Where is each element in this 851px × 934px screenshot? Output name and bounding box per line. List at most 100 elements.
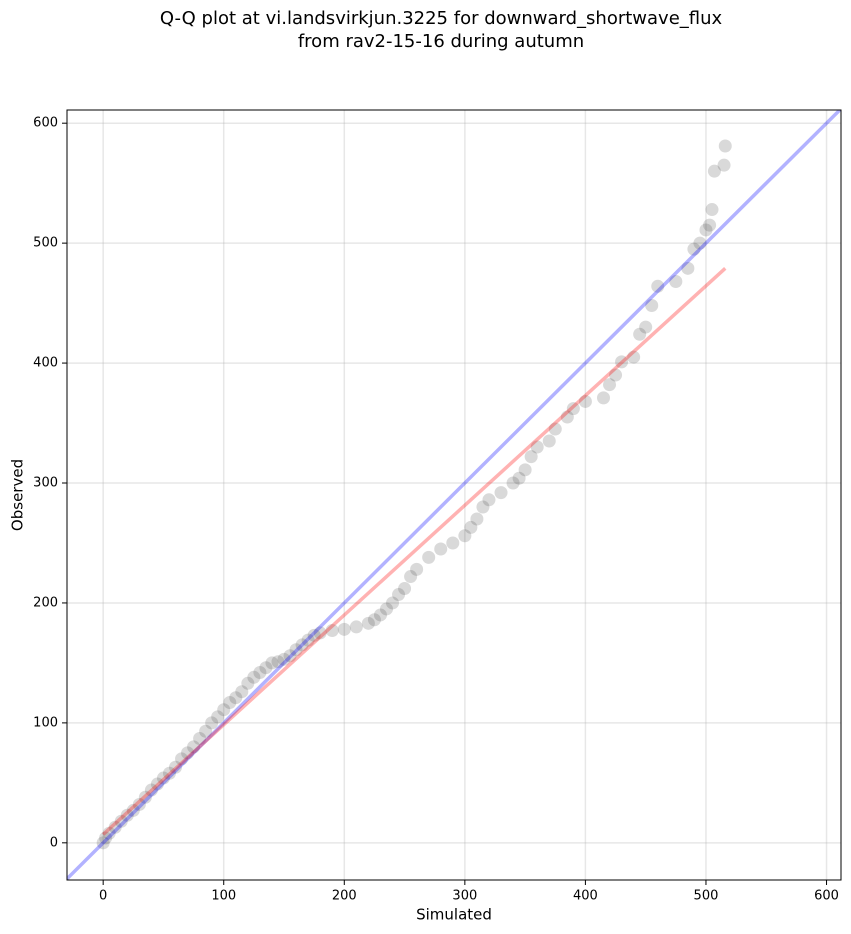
point <box>458 529 472 543</box>
point <box>434 542 448 556</box>
point <box>295 638 309 652</box>
point <box>615 355 629 369</box>
point <box>506 476 520 490</box>
y-tick-label: 400 <box>33 356 58 371</box>
point <box>253 666 267 680</box>
point <box>717 158 731 172</box>
fit-line <box>67 110 841 880</box>
y-tick-label: 500 <box>33 236 58 251</box>
y-tick-label: 100 <box>33 715 58 730</box>
point <box>603 378 617 392</box>
point <box>633 327 647 341</box>
point <box>639 320 653 334</box>
point <box>102 826 116 840</box>
point <box>307 628 321 642</box>
point <box>392 588 406 602</box>
point <box>645 298 659 312</box>
point <box>325 624 339 638</box>
point <box>259 661 273 675</box>
point <box>446 536 460 550</box>
chart-title: Q-Q plot at vi.landsvirkjun.3225 for dow… <box>160 8 723 29</box>
point <box>578 394 592 408</box>
x-tick-label: 200 <box>332 889 357 904</box>
point <box>464 520 478 534</box>
point <box>132 797 146 811</box>
y-tick-label: 300 <box>33 476 58 491</box>
point <box>337 622 351 636</box>
point <box>313 626 327 640</box>
point <box>138 790 152 804</box>
point <box>114 814 128 828</box>
point <box>542 434 556 448</box>
fit-line <box>101 267 727 836</box>
point <box>108 820 122 834</box>
point <box>235 685 249 699</box>
x-tick-label: 500 <box>694 889 719 904</box>
point <box>494 486 508 500</box>
x-tick-label: 0 <box>99 889 107 904</box>
plot-frame <box>66 109 842 881</box>
point <box>470 512 484 526</box>
point <box>687 242 701 256</box>
chart-title: from rav2-15-16 during autumn <box>298 31 584 52</box>
point <box>410 562 424 576</box>
point <box>627 350 641 364</box>
point <box>169 760 183 774</box>
point <box>699 223 713 237</box>
point <box>373 608 387 622</box>
point <box>512 471 526 485</box>
x-tick-label: 400 <box>573 889 598 904</box>
point <box>524 450 538 464</box>
point <box>560 410 574 424</box>
point <box>379 602 393 616</box>
point <box>705 203 719 217</box>
x-tick-label: 100 <box>211 889 236 904</box>
x-tick-label: 300 <box>452 889 477 904</box>
point <box>518 463 532 477</box>
y-tick-label: 200 <box>33 595 58 610</box>
y-tick-label: 600 <box>33 116 58 131</box>
point <box>229 691 243 705</box>
point <box>530 440 544 454</box>
x-tick-label: 600 <box>814 889 839 904</box>
point <box>703 218 717 232</box>
point <box>482 493 496 507</box>
point <box>99 831 113 845</box>
point <box>175 752 189 766</box>
point <box>707 164 721 178</box>
point <box>301 633 315 647</box>
point <box>548 422 562 436</box>
point <box>120 808 134 822</box>
point <box>241 676 255 690</box>
point <box>277 652 291 666</box>
point <box>126 803 140 817</box>
point <box>596 391 610 405</box>
point <box>96 836 110 850</box>
point <box>609 368 623 382</box>
point <box>265 656 279 670</box>
x-axis-label: Simulated <box>416 906 492 924</box>
point <box>283 649 297 663</box>
point <box>217 703 231 717</box>
y-tick-label: 0 <box>50 835 58 850</box>
point <box>349 620 363 634</box>
point <box>162 766 176 780</box>
point <box>150 777 164 791</box>
point <box>271 655 285 669</box>
point <box>247 670 261 684</box>
point <box>199 724 213 738</box>
point <box>681 261 695 275</box>
point <box>398 582 412 596</box>
point <box>566 402 580 416</box>
point <box>361 616 375 630</box>
point <box>476 500 490 514</box>
point <box>404 570 418 584</box>
point <box>187 740 201 754</box>
point <box>144 783 158 797</box>
point <box>156 771 170 785</box>
point <box>289 643 303 657</box>
plot-area <box>67 110 841 880</box>
point <box>669 275 683 289</box>
point <box>211 710 225 724</box>
